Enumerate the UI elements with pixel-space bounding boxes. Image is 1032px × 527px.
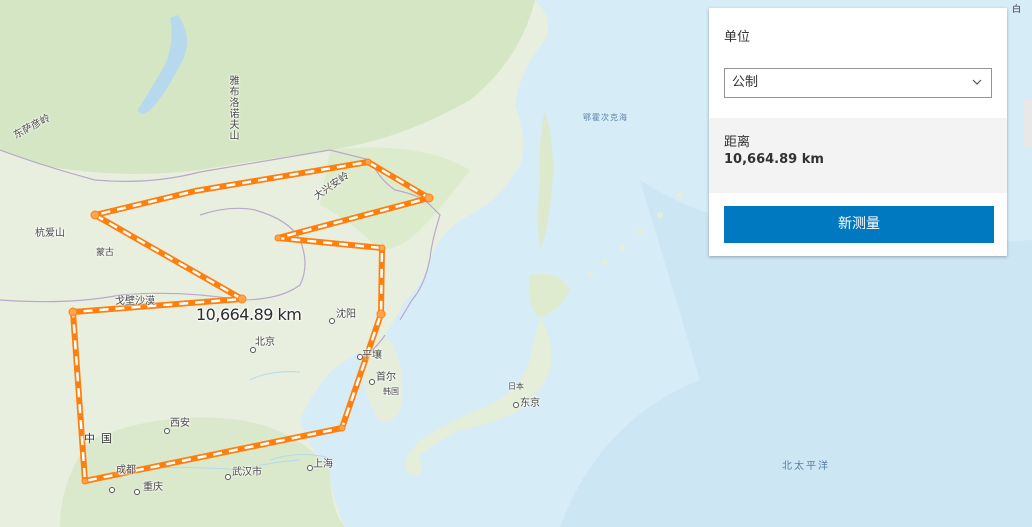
- measure-distance-label: 10,664.89 km: [196, 305, 302, 324]
- label-yablonovy: 雅布洛诺夫山: [227, 75, 238, 141]
- result-section: 距离 10,664.89 km: [709, 118, 1007, 193]
- result-value: 10,664.89 km: [724, 152, 824, 167]
- corner-text: 白: [1012, 5, 1022, 15]
- label-okhotsk: 鄂霍次克海: [583, 113, 628, 122]
- label-chongqing: 重庆: [143, 482, 163, 493]
- korea-peninsula: [360, 335, 403, 422]
- chevron-down-icon: [972, 79, 982, 85]
- new-measurement-button[interactable]: 新测量: [724, 206, 994, 243]
- label-xian: 西安: [170, 418, 190, 429]
- label-beijing: 北京: [255, 337, 275, 348]
- label-hangai: 杭爱山: [35, 228, 65, 239]
- label-japan: 日本: [508, 382, 524, 391]
- label-korea: 韩国: [383, 387, 399, 396]
- result-label: 距离: [724, 135, 751, 150]
- unit-selected-value: 公制: [732, 75, 759, 90]
- label-chengdu: 成都: [116, 465, 136, 476]
- label-pyongyang: 平壤: [362, 350, 382, 361]
- label-shenyang: 沈阳: [336, 309, 356, 320]
- measure-panel: 单位 公制 距离 10,664.89 km 新测量: [709, 8, 1007, 256]
- label-tokyo: 东京: [520, 398, 540, 409]
- unit-title: 单位: [724, 30, 751, 45]
- side-strip: [1024, 100, 1032, 148]
- label-shanghai: 上海: [313, 459, 333, 470]
- unit-select[interactable]: 公制: [724, 68, 992, 98]
- label-pacific: 北太平洋: [782, 461, 830, 472]
- label-seoul: 首尔: [376, 372, 396, 383]
- label-china: 中国: [84, 432, 118, 445]
- label-gobi: 戈壁沙漠: [115, 296, 155, 307]
- label-wuhan: 武汉市: [232, 467, 262, 478]
- japan-land: [411, 318, 552, 460]
- measure-path: [70, 159, 432, 484]
- label-mongolia: 蒙古: [96, 248, 115, 258]
